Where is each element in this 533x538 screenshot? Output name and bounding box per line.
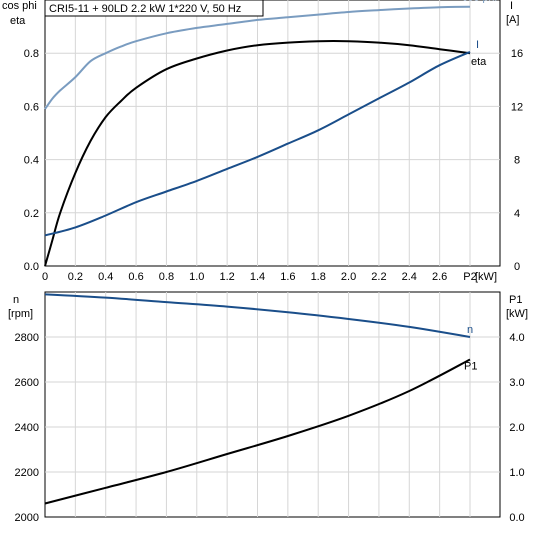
top-panel-tick-labels: 0.0 0.2 0.4 0.6 0.8 0 4 8 12 16 0 0.2 0.4 0.6 0.8 1.0 1.…	[24, 48, 523, 283]
bottom-panel-frame	[44, 291, 501, 518]
top-panel-frame	[44, 0, 501, 267]
chart-title: CRI5-11 + 90LD 2.2 kW 1*220 V, 50 Hz	[49, 3, 241, 15]
series-label-n: n	[467, 324, 473, 336]
x-tick-label: 2.4	[402, 271, 417, 283]
top-left-tick-label: 0.0	[24, 261, 39, 273]
top-left-tick-label: 0.4	[24, 155, 39, 167]
bottom-panel-series: n P1	[44, 293, 477, 505]
bottom-right-tick-label: 1.0	[509, 467, 524, 479]
x-tick-label: 1.4	[250, 271, 265, 283]
bottom-left-axis-unit: [rpm]	[8, 308, 33, 320]
series-line-eta	[44, 40, 471, 267]
series-line-cos-phi	[44, 5, 471, 110]
x-tick-label: 0	[42, 271, 48, 283]
top-right-tick-label: 16	[511, 48, 523, 60]
series-label-p1: P1	[464, 361, 477, 373]
bottom-left-axis-label-n: n	[13, 294, 19, 306]
bottom-right-tick-label: 0.0	[509, 512, 524, 524]
x-tick-label: 0.6	[128, 271, 143, 283]
bottom-right-tick-label: 3.0	[509, 377, 524, 389]
top-right-axis-label-i: I	[510, 0, 513, 12]
top-right-axis-unit: [A]	[506, 14, 519, 26]
series-label-eta: eta	[471, 56, 487, 68]
title-box	[44, 0, 264, 17]
top-left-tick-label: 0.6	[24, 101, 39, 113]
x-tick-label: 1.0	[189, 271, 204, 283]
top-left-tick-label: 0.2	[24, 208, 39, 220]
top-right-tick-label: 12	[511, 101, 523, 113]
x-tick-label: 1.2	[219, 271, 234, 283]
bottom-left-tick-label: 2600	[15, 377, 39, 389]
x-tick-label: 0.8	[159, 271, 174, 283]
series-line-p1	[44, 358, 471, 505]
bottom-right-axis-label-p1: P1	[509, 294, 522, 306]
x-tick-label: 1.8	[311, 271, 326, 283]
bottom-left-tick-label: 2400	[15, 422, 39, 434]
top-left-tick-label: 0.8	[24, 48, 39, 60]
bottom-right-axis-unit: [kW]	[506, 308, 528, 320]
top-panel-series: cos phi eta I	[44, 0, 497, 267]
x-tick-label: 2.2	[371, 271, 386, 283]
bottom-left-tick-label: 2800	[15, 332, 39, 344]
x-tick-label: 0.2	[68, 271, 83, 283]
series-line-i	[44, 50, 471, 237]
x-tick-label: 2.0	[341, 271, 356, 283]
top-panel-grid	[45, 0, 500, 266]
x-tick-label: 2.6	[432, 271, 447, 283]
x-tick-label: P2	[463, 271, 476, 283]
x-tick-label: 0.4	[98, 271, 113, 283]
bottom-panel-tick-labels: 2000 2200 2400 2600 2800 0.0 1.0 2.0 3.0 4.0	[15, 332, 525, 524]
top-right-tick-label: 4	[514, 208, 520, 220]
bottom-right-tick-label: 2.0	[509, 422, 524, 434]
series-label-i: I	[476, 39, 479, 51]
bottom-right-tick-label: 4.0	[509, 332, 524, 344]
x-tick-label: 1.6	[280, 271, 295, 283]
bottom-left-tick-label: 2000	[15, 512, 39, 524]
series-line-n	[44, 293, 471, 338]
top-right-tick-label: 0	[514, 261, 520, 273]
top-left-axis-label-cosphi: cos phi	[2, 0, 37, 12]
x-axis-unit: [kW]	[475, 271, 497, 283]
bottom-left-tick-label: 2200	[15, 467, 39, 479]
top-left-axis-label-eta: eta	[10, 15, 26, 27]
top-right-tick-label: 8	[514, 155, 520, 167]
series-label-cos-phi: cos phi	[462, 0, 497, 4]
